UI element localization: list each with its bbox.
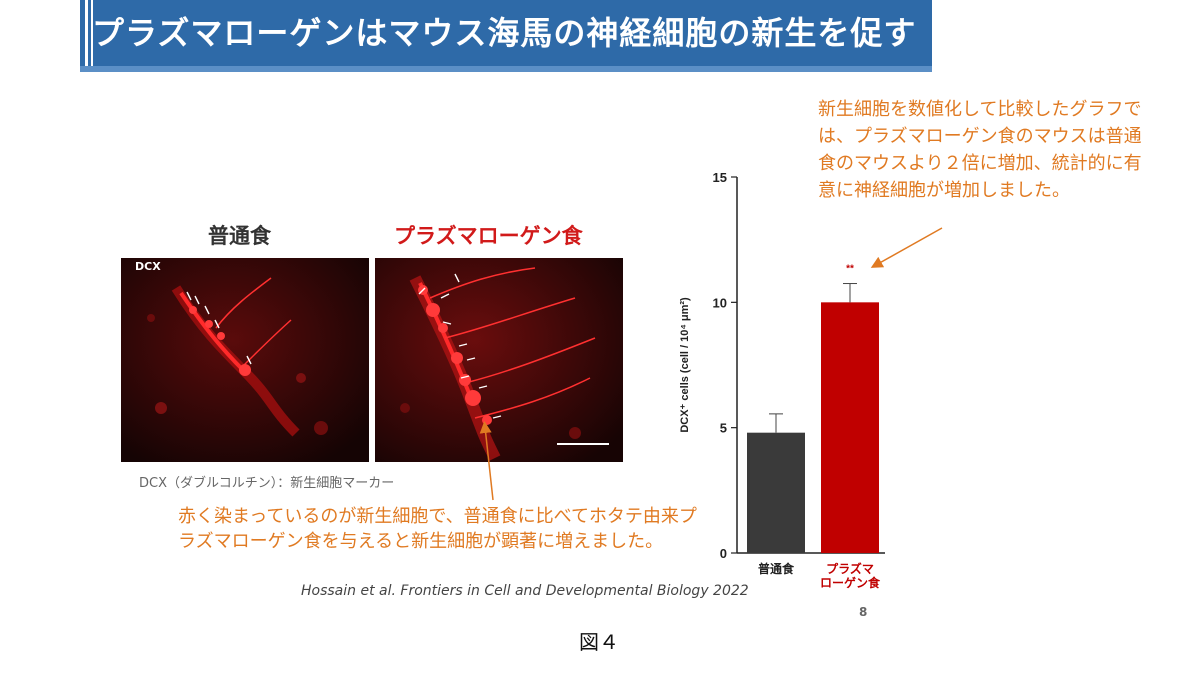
citation: Hossain et al. Frontiers in Cell and Dev… (301, 583, 749, 599)
banner-accent-line (85, 0, 88, 72)
micrograph-normal-image (121, 258, 369, 462)
micrograph-annotation: 赤く染まっているのが新生細胞で、普通食に比べてホタテ由来プラズマローゲン食を与え… (178, 506, 697, 552)
banner-underline (80, 66, 932, 72)
y-tick-label: 0 (720, 546, 727, 561)
micrograph-label-plasmalogen: プラズマローゲン食 (394, 224, 583, 248)
micrograph-label-normal: 普通食 (208, 224, 271, 248)
y-tick-label: 5 (720, 421, 727, 436)
x-tick-label: 普通食 (758, 561, 795, 576)
y-tick-label: 15 (713, 170, 727, 185)
stain-tag: DCX (135, 260, 161, 273)
title-banner: プラズマローゲンはマウス海馬の神経細胞の新生を促す (80, 0, 932, 72)
micrograph-plasmalogen-image (375, 258, 623, 462)
y-tick-label: 10 (713, 295, 727, 310)
page-number: 8 (859, 605, 868, 619)
chart-annotation: 新生細胞を数値化して比較したグラフでは、プラズマローゲン食のマウスは普通食のマウ… (818, 99, 1142, 201)
y-axis-label: DCX⁺ cells (cell / 10⁴ μm²) (679, 297, 691, 433)
x-tick-label: ローゲン食 (820, 575, 881, 590)
bar (747, 432, 805, 553)
micrograph-plasmalogen-diet (375, 258, 623, 462)
bar (821, 302, 879, 553)
figure-label: 図４ (579, 630, 619, 654)
significance-marker: ** (846, 264, 854, 275)
slide-title: プラズマローゲンはマウス海馬の神経細胞の新生を促す (92, 14, 917, 52)
x-tick-label: プラズマ (826, 561, 874, 576)
micrograph-normal-diet (121, 258, 369, 462)
banner-accent-line (91, 0, 93, 72)
bar-chart: 0 5 10 15 DCX⁺ cells (cell / 10⁴ μm²) 普通食 ** プラ… (679, 170, 885, 590)
micrograph-caption: DCX（ダブルコルチン）：新生細胞マーカー (139, 476, 395, 491)
